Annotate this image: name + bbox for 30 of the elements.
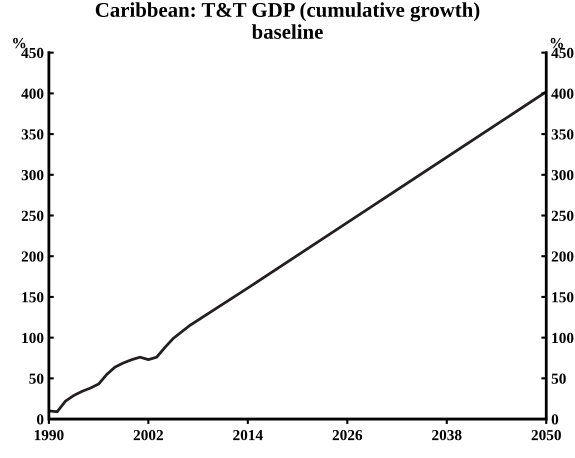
y-tick-label: 0	[36, 414, 44, 425]
x-tick-label: 2002	[134, 430, 163, 440]
x-tick-label: 1990	[34, 430, 64, 440]
y-tick-label: 200	[22, 251, 44, 262]
x-tick-label: 2050	[532, 430, 561, 440]
y-tick-label: 100	[22, 332, 44, 344]
y2-tick-label: 250	[552, 210, 574, 221]
y2-tick-label: 450	[551, 48, 574, 58]
y-tick-label: 250	[22, 210, 44, 221]
y-tick-label: 350	[22, 129, 44, 140]
y-tick-label: 150	[22, 292, 44, 302]
y-tick-label: 450	[21, 48, 44, 58]
x-tick-label: 2014	[233, 430, 263, 440]
x-tick-label: 2026	[332, 430, 362, 440]
y2-tick-label: 0	[552, 414, 558, 425]
y2-tick-label: 400	[551, 88, 574, 99]
y-tick-label: 300	[22, 170, 44, 180]
y2-tick-label: 100	[552, 332, 574, 344]
line-series	[48, 90, 546, 414]
y2-tick-label: 50	[552, 374, 566, 384]
y-tick-label: 400	[21, 88, 44, 99]
x-tick-label: 2038	[432, 430, 462, 440]
y2-tick-label: 150	[552, 292, 574, 302]
y2-tick-label: 350	[552, 129, 574, 140]
y2-axis-title: %	[550, 38, 563, 48]
chart-title: Caribbean: T&T GDP (cumulative growth) baseline	[96, 2, 480, 39]
y2-tick-label: 300	[552, 170, 574, 180]
y2-tick-label: 200	[552, 251, 574, 262]
y-axis-title: %	[13, 38, 26, 48]
y-tick-label: 50	[29, 374, 44, 384]
